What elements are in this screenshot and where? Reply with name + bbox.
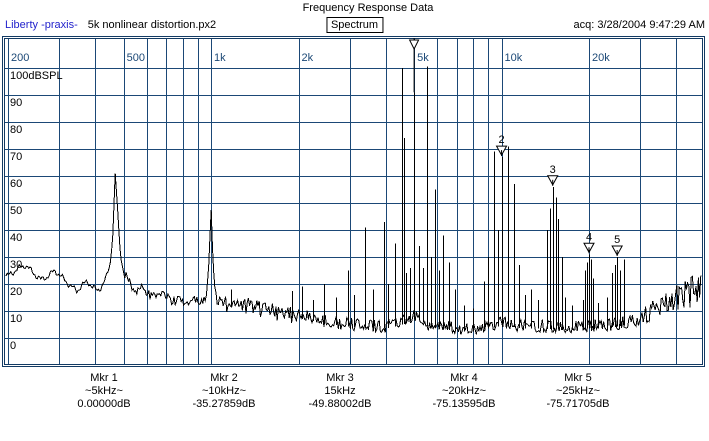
marker-frequency: ~10kHz~ [201, 385, 247, 397]
marker-name: Mkr 5 [564, 372, 592, 384]
file-name: 5k nonlinear distortion.px2 [87, 19, 217, 31]
db-tick-label: 80 [10, 124, 22, 136]
freq-tick-label: 20k [592, 52, 610, 64]
db-tick-label: 30 [10, 259, 22, 271]
db-tick-label: 40 [10, 232, 22, 244]
db-tick-label: 50 [10, 205, 22, 217]
db-tick-label: 60 [10, 178, 22, 190]
app-name: Liberty -praxis- [5, 19, 78, 31]
marker-readout-3: Mkr 3 15kHz -49.88002dB [270, 372, 410, 411]
marker-number: 3 [550, 164, 556, 176]
marker-2[interactable]: 2 [495, 134, 508, 157]
grid [5, 39, 702, 364]
db-tick-label: 10 [10, 313, 22, 325]
page-title: Frequency Response Data [302, 2, 434, 14]
db-tick-label: 90 [10, 97, 22, 109]
marker-frequency: 15kHz [324, 385, 356, 397]
plot-border-outer [2, 36, 705, 367]
freq-tick-label: 2k [302, 52, 314, 64]
marker-name: Mkr 2 [210, 372, 238, 384]
marker-value: 0.00000dB [77, 398, 131, 410]
marker-frequency: ~20kHz~ [441, 385, 487, 397]
marker-readout-1: Mkr 1 ~5kHz~ 0.00000dB [34, 372, 174, 411]
marker-readout-4: Mkr 4 ~20kHz~ -75.13595dB [394, 372, 534, 411]
acquisition-timestamp: acq: 3/28/2004 9:47:29 AM [573, 19, 706, 31]
marker-number: 2 [498, 134, 504, 146]
marker-number: 5 [614, 234, 620, 246]
freq-tick-label: 1k [214, 52, 226, 64]
marker-1[interactable] [408, 38, 420, 93]
marker-frequency: ~25kHz~ [555, 385, 601, 397]
marker-name: Mkr 3 [326, 372, 354, 384]
freq-tick-label: 10k [505, 52, 523, 64]
marker-name: Mkr 1 [90, 372, 118, 384]
freq-tick-label: 200 [11, 52, 29, 64]
marker-3[interactable]: 3 [546, 164, 559, 186]
marker-value: -35.27859dB [192, 398, 256, 410]
marker-4[interactable]: 4 [583, 231, 595, 254]
db-tick-label: 0 [10, 340, 16, 352]
marker-readout-5: Mkr 5 ~25kHz~ -75.71705dB [508, 372, 648, 411]
file-info: Liberty -praxis- 5k nonlinear distortion.… [5, 19, 216, 31]
marker-value: -49.88002dB [308, 398, 372, 410]
marker-5[interactable]: 5 [611, 234, 624, 257]
db-tick-label: 70 [10, 151, 22, 163]
freq-tick-label: 5k [417, 52, 429, 64]
marker-readout-2: Mkr 2 ~10kHz~ -35.27859dB [154, 372, 294, 411]
marker-value: -75.71705dB [546, 398, 610, 410]
marker-value: -75.13595dB [432, 398, 496, 410]
noise-floor-trace [5, 173, 702, 336]
freq-tick-label: 500 [127, 52, 145, 64]
marker-number: 4 [586, 231, 592, 243]
spectrum-tab[interactable]: Spectrum [325, 17, 384, 33]
db-tick-label: 100dBSPL [10, 70, 63, 82]
db-tick-label: 20 [10, 286, 22, 298]
marker-frequency: ~5kHz~ [85, 385, 123, 397]
marker-name: Mkr 4 [450, 372, 478, 384]
harmonic-peaks [231, 66, 625, 332]
plot-border-inner [4, 38, 703, 365]
